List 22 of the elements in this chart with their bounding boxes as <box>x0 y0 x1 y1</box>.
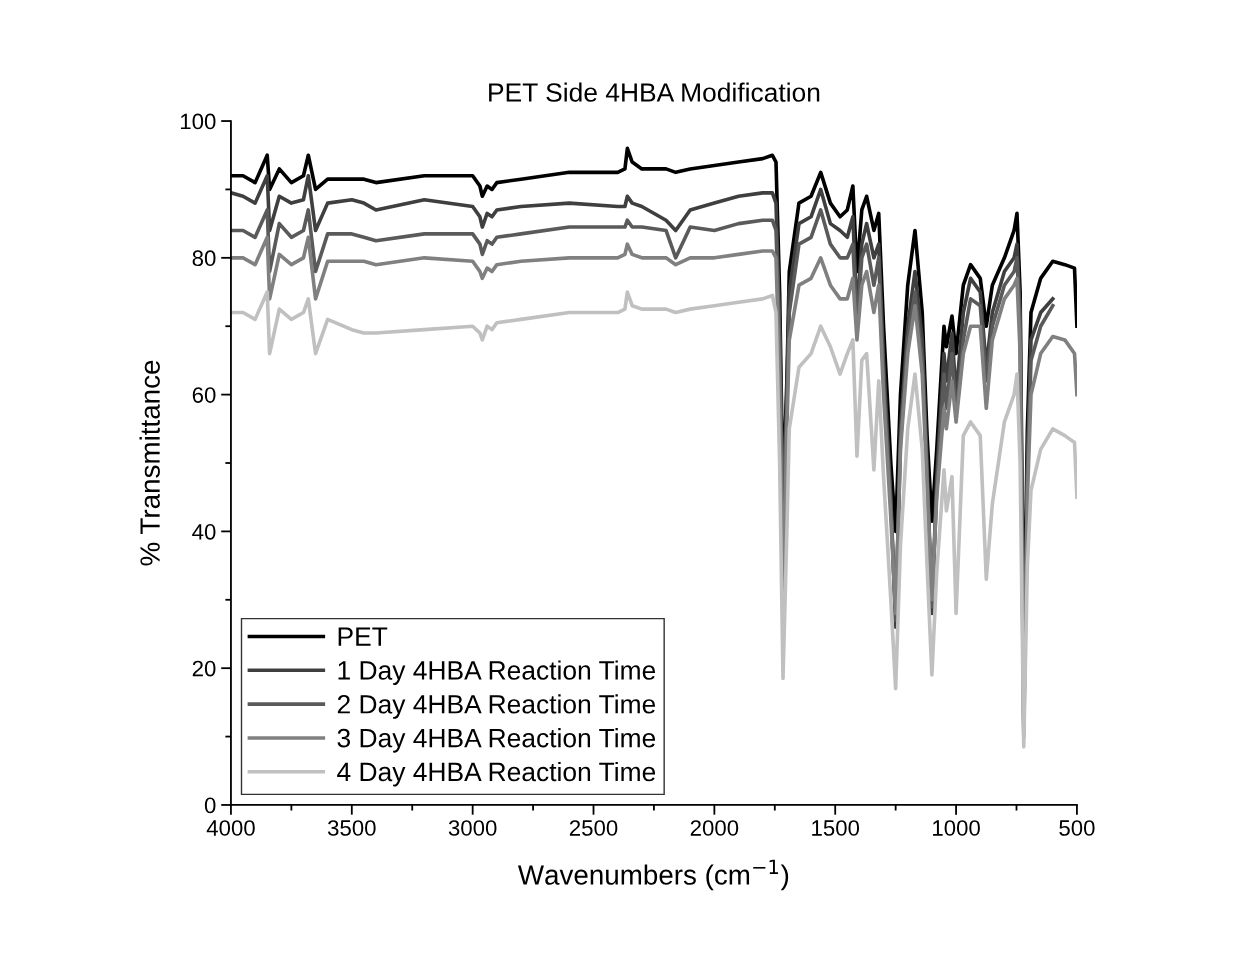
legend-label: 2 Day 4HBA Reaction Time <box>337 694 656 719</box>
y-tick-label: 20 <box>192 660 216 677</box>
x-tick-label: 3500 <box>327 820 376 836</box>
x-tick-label: 4000 <box>206 820 255 836</box>
legend-label: 4 Day 4HBA Reaction Time <box>337 761 656 787</box>
x-tick-label: 2500 <box>569 820 618 836</box>
x-tick-label: 500 <box>1059 820 1095 836</box>
x-tick-label: 1000 <box>933 820 980 836</box>
x-tick-label: 3000 <box>448 820 497 836</box>
y-tick-label: 80 <box>192 250 216 267</box>
y-tick-label: 40 <box>192 523 216 540</box>
y-axis-title: % Transmittance <box>139 360 160 566</box>
legend-label: 1 Day 4HBA Reaction Time <box>338 660 656 685</box>
y-tick-label: 0 <box>204 797 216 814</box>
chart-title: PET Side 4HBA Modification <box>489 82 820 102</box>
x-axis-title: Wavenumbers (cm$^{−1}$) <box>517 859 789 891</box>
y-tick-label: 100 <box>180 113 216 130</box>
x-tick-label: 2000 <box>690 820 739 836</box>
legend-label: PET <box>338 627 388 646</box>
legend-label: 3 Day 4HBA Reaction Time <box>337 728 656 753</box>
x-tick-label: 1500 <box>812 820 860 836</box>
y-tick-label: 60 <box>192 387 216 403</box>
